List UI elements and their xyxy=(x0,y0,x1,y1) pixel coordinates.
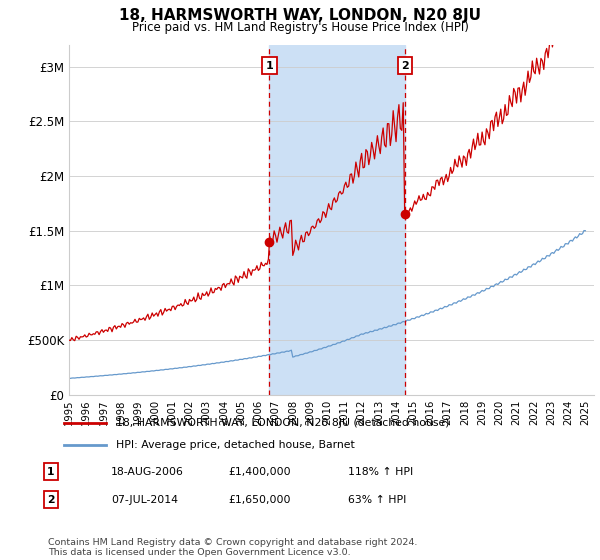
Text: 18, HARMSWORTH WAY, LONDON, N20 8JU: 18, HARMSWORTH WAY, LONDON, N20 8JU xyxy=(119,8,481,24)
Text: 1: 1 xyxy=(47,466,55,477)
Text: 07-JUL-2014: 07-JUL-2014 xyxy=(111,494,178,505)
Text: 118% ↑ HPI: 118% ↑ HPI xyxy=(348,466,413,477)
Text: HPI: Average price, detached house, Barnet: HPI: Average price, detached house, Barn… xyxy=(116,440,355,450)
Text: £1,400,000: £1,400,000 xyxy=(228,466,290,477)
Bar xyxy=(269,45,405,395)
Text: 2: 2 xyxy=(401,61,409,71)
Text: Contains HM Land Registry data © Crown copyright and database right 2024.
This d: Contains HM Land Registry data © Crown c… xyxy=(48,538,418,557)
Text: 18, HARMSWORTH WAY, LONDON, N20 8JU (detached house): 18, HARMSWORTH WAY, LONDON, N20 8JU (det… xyxy=(116,418,450,428)
Text: Price paid vs. HM Land Registry's House Price Index (HPI): Price paid vs. HM Land Registry's House … xyxy=(131,21,469,34)
Text: 2: 2 xyxy=(47,494,55,505)
Text: 63% ↑ HPI: 63% ↑ HPI xyxy=(348,494,406,505)
Text: £1,650,000: £1,650,000 xyxy=(228,494,290,505)
Text: 1: 1 xyxy=(265,61,273,71)
Text: 18-AUG-2006: 18-AUG-2006 xyxy=(111,466,184,477)
